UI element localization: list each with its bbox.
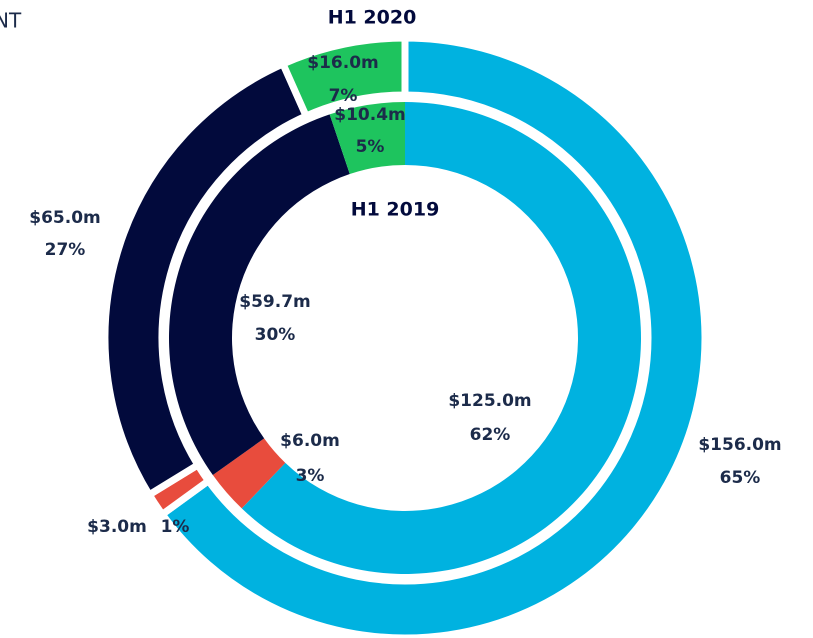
share-label: 27%: [45, 240, 86, 260]
value-label: $16.0m: [307, 53, 379, 73]
value-label: $10.4m: [334, 105, 406, 125]
share-label: 3%: [296, 466, 325, 486]
share-label: 7%: [329, 86, 358, 106]
share-label: 62%: [470, 425, 511, 445]
ring-name: H1 2020: [328, 7, 417, 29]
ring-name: H1 2019: [351, 199, 440, 221]
share-label: 65%: [720, 468, 761, 488]
donut-segment: [169, 114, 350, 476]
value-label: $65.0m: [29, 208, 101, 228]
donut-segment: [329, 102, 405, 175]
share-label: 30%: [255, 325, 296, 345]
share-label: 1%: [161, 517, 190, 537]
value-label: $6.0m: [280, 431, 340, 451]
donut-segment: [241, 102, 642, 574]
donut-segment: [157, 34, 709, 638]
chart-title: NT: [0, 9, 22, 33]
value-label: $59.7m: [239, 292, 311, 312]
donut-segment: [278, 34, 409, 121]
value-label: $125.0m: [448, 391, 531, 411]
value-label: $156.0m: [698, 435, 781, 455]
value-label: $3.0m: [87, 517, 147, 537]
share-label: 5%: [356, 137, 385, 157]
donut-segment: [212, 438, 286, 509]
